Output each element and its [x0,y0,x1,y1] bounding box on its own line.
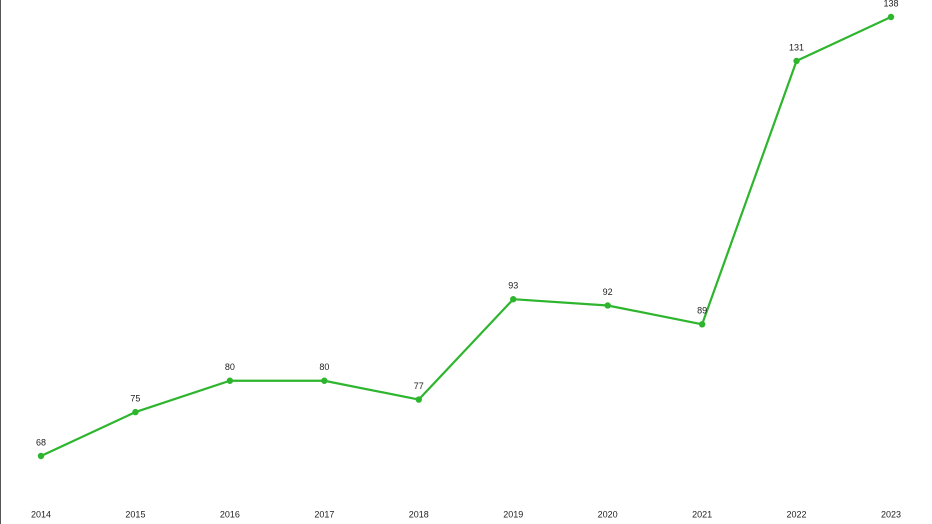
data-label: 138 [883,0,898,8]
x-tick-label: 2019 [503,509,523,519]
data-point [37,452,45,460]
data-point [321,377,328,384]
data-point [793,57,800,65]
data-label: 131 [789,42,804,52]
data-label: 89 [697,306,707,316]
x-tick-label: 2018 [409,509,429,519]
data-point [510,296,517,303]
x-tick-label: 2016 [220,509,240,519]
x-tick-label: 2021 [692,509,712,519]
data-line [40,16,892,457]
data-point [415,396,422,403]
x-tick-label: 2015 [125,509,145,519]
data-point [604,302,611,309]
data-label: 92 [603,287,613,297]
x-tick-label: 2014 [31,509,51,519]
x-tick-label: 2023 [881,509,901,519]
data-point [226,377,234,384]
x-tick-label: 2020 [598,509,618,519]
data-point [132,408,139,416]
data-label: 80 [225,362,235,372]
data-label: 77 [414,381,424,391]
x-tick-label: 2022 [787,509,807,519]
x-tick-label: 2017 [314,509,334,519]
data-label: 75 [130,393,140,403]
data-point [887,13,895,21]
data-label: 68 [36,437,46,447]
data-point [698,321,706,328]
data-label: 93 [508,281,518,291]
data-label: 80 [319,362,329,372]
